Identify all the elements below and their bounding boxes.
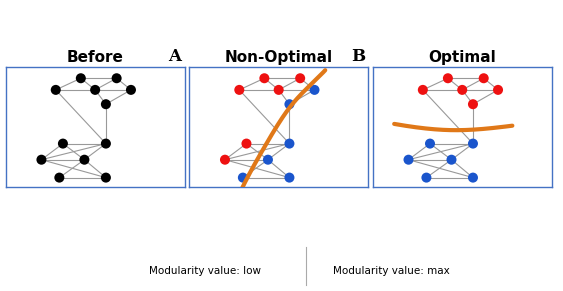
Circle shape bbox=[468, 99, 478, 109]
Circle shape bbox=[101, 173, 111, 183]
Circle shape bbox=[274, 85, 284, 95]
Circle shape bbox=[425, 139, 435, 149]
Text: Before: Before bbox=[66, 50, 124, 65]
Circle shape bbox=[284, 173, 294, 183]
Circle shape bbox=[468, 139, 478, 149]
Circle shape bbox=[479, 73, 489, 83]
Circle shape bbox=[446, 155, 457, 165]
Circle shape bbox=[404, 155, 414, 165]
Text: B: B bbox=[351, 48, 365, 65]
Circle shape bbox=[54, 173, 64, 183]
Circle shape bbox=[493, 85, 503, 95]
Circle shape bbox=[90, 85, 100, 95]
Circle shape bbox=[37, 155, 47, 165]
Text: Non-Optimal: Non-Optimal bbox=[225, 50, 333, 65]
Circle shape bbox=[260, 73, 269, 83]
Circle shape bbox=[421, 173, 431, 183]
Circle shape bbox=[126, 85, 136, 95]
Circle shape bbox=[468, 173, 478, 183]
Circle shape bbox=[457, 85, 467, 95]
Circle shape bbox=[418, 85, 428, 95]
Text: Modularity value: low: Modularity value: low bbox=[150, 266, 261, 276]
Circle shape bbox=[234, 85, 244, 95]
Circle shape bbox=[263, 155, 273, 165]
Circle shape bbox=[295, 73, 305, 83]
Text: Optimal: Optimal bbox=[428, 50, 496, 65]
Circle shape bbox=[51, 85, 61, 95]
Circle shape bbox=[238, 173, 248, 183]
Circle shape bbox=[101, 99, 111, 109]
Circle shape bbox=[79, 155, 90, 165]
Circle shape bbox=[310, 85, 320, 95]
Circle shape bbox=[242, 139, 252, 149]
Circle shape bbox=[220, 155, 230, 165]
Circle shape bbox=[284, 139, 294, 149]
Circle shape bbox=[111, 73, 122, 83]
Circle shape bbox=[443, 73, 453, 83]
Text: A: A bbox=[168, 48, 181, 65]
Text: Modularity value: max: Modularity value: max bbox=[333, 266, 450, 276]
Circle shape bbox=[76, 73, 86, 83]
Circle shape bbox=[58, 139, 68, 149]
Circle shape bbox=[284, 99, 294, 109]
Circle shape bbox=[101, 139, 111, 149]
